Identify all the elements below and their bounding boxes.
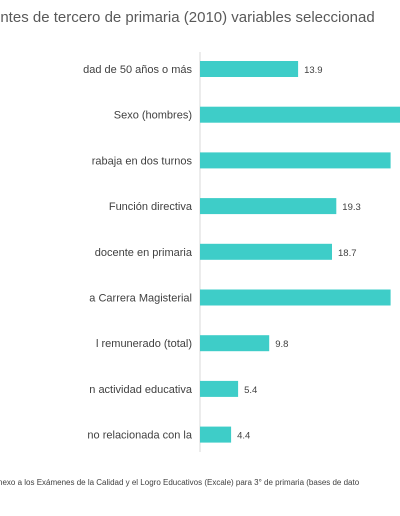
bar-7 xyxy=(200,380,239,397)
value-label-8: 4.4 xyxy=(237,431,250,442)
value-label-4: 18.7 xyxy=(338,248,357,259)
bar-2 xyxy=(200,152,391,169)
category-label-0: dad de 50 años o más xyxy=(83,64,192,76)
value-label-7: 5.4 xyxy=(244,385,257,396)
bar-4 xyxy=(200,243,332,260)
category-label-6: l remunerado (total) xyxy=(96,338,192,350)
category-label-5: a Carrera Magisterial xyxy=(89,293,192,305)
bar-1 xyxy=(200,106,400,123)
value-label-6: 9.8 xyxy=(275,339,288,350)
category-label-2: rabaja en dos turnos xyxy=(92,155,193,167)
chart-title: entes de tercero de primaria (2010) vari… xyxy=(0,9,375,26)
category-label-4: docente en primaria xyxy=(95,247,193,259)
bar-5 xyxy=(200,289,391,306)
bar-6 xyxy=(200,335,270,352)
bar-0 xyxy=(200,61,299,77)
bars-group: dad de 50 años o más 13.9 Sexo (hombres) ra… xyxy=(83,61,400,443)
category-label-7: n actividad educativa xyxy=(89,384,193,396)
category-label-8: no relacionada con la xyxy=(87,430,192,442)
value-label-3: 19.3 xyxy=(342,202,361,213)
bar-8 xyxy=(200,426,232,443)
category-label-1: Sexo (hombres) xyxy=(114,110,192,122)
value-label-0: 13.9 xyxy=(304,65,323,76)
source-note: nexo a los Exámenes de la Calidad y el L… xyxy=(0,478,360,487)
category-label-3: Función directiva xyxy=(109,201,193,213)
bar-3 xyxy=(200,198,337,215)
